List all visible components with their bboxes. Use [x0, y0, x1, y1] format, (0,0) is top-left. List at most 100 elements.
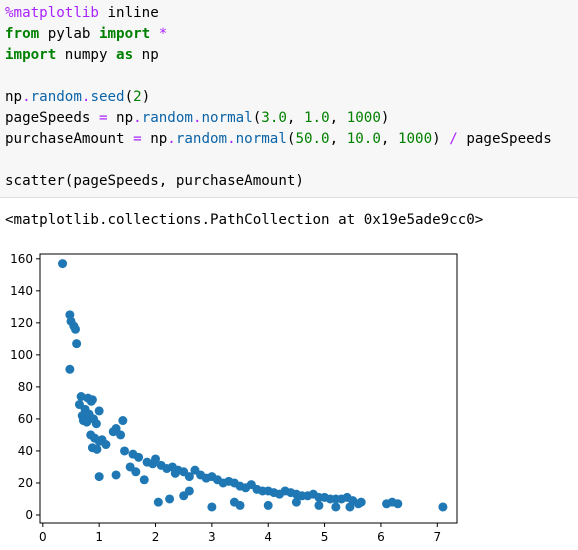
code-token: pageSpeeds	[457, 131, 552, 147]
code-token: .	[192, 110, 202, 126]
code-token: 1000	[346, 110, 381, 126]
scatter-point	[331, 502, 341, 512]
code-token: (	[286, 131, 296, 147]
code-token: .	[227, 131, 236, 147]
code-token: 3.0	[261, 110, 287, 126]
code-token: .	[22, 89, 31, 105]
y-tick-label: 100	[10, 348, 33, 362]
scatter-point	[263, 500, 273, 510]
scatter-point	[165, 494, 175, 504]
x-tick-label: 3	[208, 530, 216, 544]
scatter-point	[151, 454, 161, 464]
scatter-point	[101, 440, 111, 450]
scatter-plot: 0 1 2 3 4 5 6 7 0 20 40 60 80 100 120 140 160	[10, 252, 458, 544]
scatter-point	[111, 470, 121, 480]
code-token: np	[141, 131, 168, 147]
scatter-point	[153, 497, 163, 507]
y-tick-label: 20	[18, 476, 33, 490]
scatter-point	[314, 500, 324, 510]
x-tick-label: 5	[321, 530, 329, 544]
scatter-point	[120, 446, 130, 456]
scatter-point	[134, 452, 144, 462]
plot-frame	[39, 253, 458, 524]
code-token: 50.0	[295, 131, 330, 147]
scatter-point	[72, 339, 82, 349]
y-tick-label: 160	[10, 252, 33, 266]
scatter-point	[71, 324, 81, 334]
code-token: np	[133, 47, 159, 63]
code-line: np.random.seed(2)	[5, 89, 150, 105]
y-tick-label: 80	[18, 380, 33, 394]
y-tick-label: 140	[10, 284, 33, 298]
code-token: np	[5, 89, 23, 105]
scatter-point	[131, 467, 141, 477]
code-editor[interactable]: %matplotlib inline from pylab import * i…	[5, 3, 552, 192]
x-tick-label: 4	[264, 530, 272, 544]
code-token: 1.0	[304, 110, 330, 126]
scatter-point	[118, 416, 128, 426]
scatter-point	[94, 406, 104, 416]
scatter-point	[116, 430, 126, 440]
scatter-point	[184, 486, 194, 496]
code-token: purchaseAmount	[5, 131, 134, 147]
code-token: ,	[329, 131, 347, 147]
code-token: (	[252, 110, 262, 126]
code-token: =	[133, 131, 142, 147]
code-token: .	[133, 110, 142, 126]
y-tick-label: 0	[25, 508, 33, 522]
code-token: from	[5, 26, 40, 42]
code-token: np	[107, 110, 134, 126]
code-line: import numpy as np	[5, 47, 159, 63]
code-token: )	[380, 110, 390, 126]
code-line: pageSpeeds = np.random.normal(3.0, 1.0, …	[5, 110, 389, 126]
scatter-point	[291, 497, 301, 507]
code-token	[150, 26, 159, 42]
x-tick-label: 0	[39, 530, 47, 544]
code-token: numpy	[56, 47, 117, 63]
x-tick-label: 2	[152, 530, 160, 544]
scatter-point	[82, 417, 92, 427]
code-token: *	[158, 26, 168, 42]
scatter-point	[387, 497, 397, 507]
code-token: seed	[90, 89, 125, 105]
code-token: random	[141, 110, 193, 126]
code-token: 2	[133, 89, 142, 105]
scatter-point	[438, 502, 448, 512]
code-token: .	[81, 89, 91, 105]
code-line: purchaseAmount = np.random.normal(50.0, …	[5, 131, 552, 147]
x-tick-label: 6	[377, 530, 385, 544]
y-axis-ticks: 0 20 40 60 80 100 120 140 160	[10, 252, 40, 522]
code-token: normal	[235, 131, 287, 147]
code-token: 1000	[397, 131, 433, 147]
scatter-point	[345, 502, 355, 512]
code-token: )	[141, 89, 151, 105]
code-token: =	[98, 110, 108, 126]
code-token: inline	[98, 5, 159, 21]
code-input-cell[interactable]: %matplotlib inline from pylab import * i…	[0, 0, 578, 198]
code-token: ,	[329, 110, 347, 126]
scatter-point	[76, 392, 86, 402]
code-token: 10.0	[346, 131, 381, 147]
scatter-point	[356, 497, 366, 507]
scatter-point	[58, 259, 68, 269]
code-token: random	[175, 131, 228, 147]
code-token: )	[432, 131, 450, 147]
scatter-point	[87, 395, 97, 405]
code-token: pylab	[39, 26, 99, 42]
code-token: as	[116, 47, 134, 63]
y-tick-label: 60	[18, 412, 33, 426]
code-token: normal	[201, 110, 253, 126]
scatter-point	[91, 419, 101, 429]
y-tick-label: 40	[18, 444, 33, 458]
x-tick-label: 7	[433, 530, 441, 544]
code-token: %matplotlib	[5, 5, 99, 21]
code-token: (	[124, 89, 134, 105]
code-line: scatter(pageSpeeds, purchaseAmount)	[5, 173, 304, 189]
scatter-point	[184, 472, 194, 482]
output-repr-text: <matplotlib.collections.PathCollection a…	[5, 212, 484, 228]
code-token: /	[449, 131, 458, 147]
code-token: ,	[286, 110, 304, 126]
x-axis-ticks: 0 1 2 3 4 5 6 7	[39, 523, 441, 544]
y-tick-label: 120	[10, 316, 33, 330]
code-token: random	[30, 89, 82, 105]
